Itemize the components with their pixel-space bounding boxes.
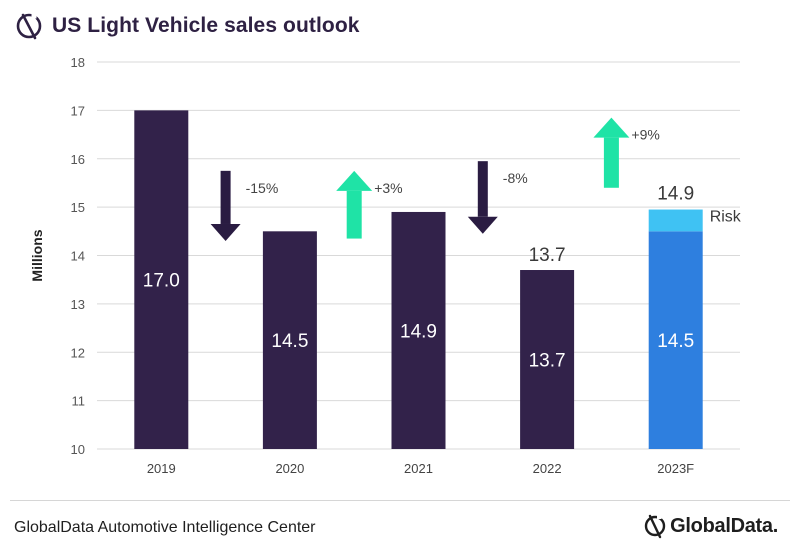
chart-title: US Light Vehicle sales outlook [52,14,360,37]
bar-top-label: 13.7 [529,245,566,266]
change-arrow-down-icon [210,170,241,241]
risk-segment [648,209,703,232]
title-row: US Light Vehicle sales outlook [14,9,360,43]
y-tick-label: 10 [71,442,85,457]
change-arrow-down-icon [467,161,498,234]
bar-chart: 10 11 12 13 14 15 16 17 18 Millions 17.0 2019 14.5 20… [29,55,742,476]
y-tick-label: 15 [71,200,85,215]
bar-2020 [262,231,317,449]
change-label: +9% [631,127,659,143]
bar-value-label: 14.5 [271,331,308,352]
bar-2022 [520,270,575,449]
bar-2021 [391,211,446,449]
bar-top-label: 14.9 [657,184,694,205]
y-tick-label: 14 [71,249,85,264]
risk-label: Risk [710,209,742,226]
bar-value-label: 14.5 [657,331,694,352]
x-tick-label: 2023F [657,461,694,476]
change-arrow-up-icon [593,117,630,188]
source-note: GlobalData Automotive Intelligence Cente… [14,519,316,536]
brand-name: GlobalData. [670,514,778,537]
y-tick-label: 13 [71,297,85,312]
brand-logo: GlobalData. [643,513,778,539]
change-label: +3% [374,180,402,196]
footer-divider [10,500,790,501]
bar-2019 [134,110,189,449]
globaldata-logo-icon [16,13,42,40]
x-tick-label: 2019 [147,461,176,476]
y-tick-label: 12 [71,345,85,360]
globaldata-brand-icon [644,514,666,539]
x-tick-label: 2020 [275,461,304,476]
bar-value-label: 14.9 [400,321,437,342]
bar-value-label: 17.0 [143,271,180,292]
x-tick-label: 2022 [533,461,562,476]
x-tick-label: 2021 [404,461,433,476]
bar-value-label: 13.7 [529,351,566,372]
change-label: -8% [503,170,528,186]
bar-2023F [648,231,703,449]
y-tick-label: 17 [71,103,85,118]
y-tick-label: 11 [72,394,86,409]
change-arrow-up-icon [336,170,373,239]
change-label: -15% [246,180,279,196]
y-axis-label: Millions [29,229,45,281]
y-tick-label: 18 [71,55,85,70]
y-tick-label: 16 [71,152,85,167]
